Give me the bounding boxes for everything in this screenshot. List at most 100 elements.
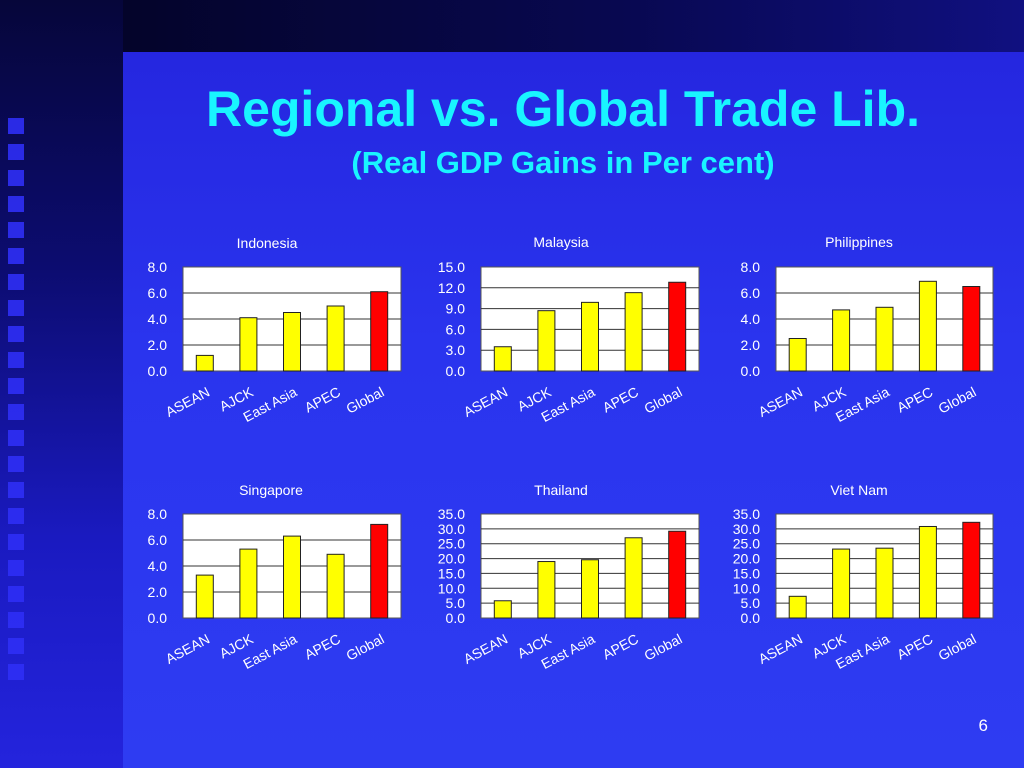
y-tick-label: 30.0: [733, 521, 760, 537]
bar: [788, 595, 807, 619]
chart-title: Viet Nam: [830, 482, 887, 498]
x-category-label: APEC: [894, 384, 935, 416]
bar: [668, 530, 687, 619]
y-tick-label: 4.0: [148, 311, 168, 327]
bar: [326, 553, 345, 619]
y-tick-label: 8.0: [741, 259, 761, 275]
decorative-square: [8, 638, 24, 654]
y-tick-label: 30.0: [438, 521, 465, 537]
decorative-square: [8, 378, 24, 394]
x-category-label: APEC: [302, 631, 343, 663]
bar: [493, 346, 512, 372]
decorative-square: [8, 456, 24, 472]
bar: [195, 354, 214, 372]
decorative-square: [8, 430, 24, 446]
left-decorative-band: [0, 0, 123, 768]
y-tick-label: 35.0: [733, 506, 760, 522]
y-tick-label: 6.0: [446, 321, 466, 337]
page-number: 6: [978, 716, 988, 735]
decorative-square: [8, 222, 24, 238]
x-category-label: ASEAN: [756, 384, 805, 420]
bar: [239, 548, 258, 619]
bar: [668, 281, 687, 372]
decorative-square: [8, 560, 24, 576]
bar: [962, 521, 981, 619]
bar: [239, 317, 258, 372]
decorative-square: [8, 326, 24, 342]
bar: [875, 547, 894, 619]
bar: [962, 286, 981, 372]
decorative-square: [8, 352, 24, 368]
x-category-label: ASEAN: [756, 631, 805, 667]
y-tick-label: 2.0: [741, 337, 761, 353]
decorative-square: [8, 144, 24, 160]
y-tick-label: 6.0: [148, 532, 168, 548]
x-category-label: Global: [935, 631, 978, 664]
x-category-label: APEC: [600, 631, 641, 663]
y-tick-label: 2.0: [148, 584, 168, 600]
decorative-square: [8, 482, 24, 498]
y-tick-label: 0.0: [741, 610, 761, 626]
y-tick-label: 0.0: [148, 363, 168, 379]
x-category-label: APEC: [600, 384, 641, 416]
y-tick-label: 9.0: [446, 301, 466, 317]
chart-title: Singapore: [239, 482, 303, 498]
y-tick-label: 5.0: [446, 595, 466, 611]
chart-title: Indonesia: [237, 235, 298, 251]
x-category-label: APEC: [894, 631, 935, 663]
y-tick-label: 8.0: [148, 259, 168, 275]
y-tick-label: 0.0: [446, 610, 466, 626]
y-tick-label: 10.0: [438, 580, 465, 596]
y-tick-label: 4.0: [148, 558, 168, 574]
decorative-square: [8, 586, 24, 602]
slide-title: Regional vs. Global Trade Lib.: [205, 81, 921, 137]
y-tick-label: 15.0: [438, 259, 465, 275]
decorative-square: [8, 534, 24, 550]
bar: [788, 338, 807, 372]
decorative-square: [8, 404, 24, 420]
bar: [918, 525, 937, 619]
y-tick-label: 3.0: [446, 342, 466, 358]
bar: [918, 280, 937, 372]
y-tick-label: 15.0: [438, 565, 465, 581]
x-category-label: ASEAN: [163, 384, 212, 420]
bar: [537, 310, 556, 372]
y-tick-label: 0.0: [148, 610, 168, 626]
chart-panel: Viet Nam 0.05.010.015.020.025.030.035.0 AS…: [733, 482, 994, 672]
y-tick-label: 20.0: [438, 551, 465, 567]
bar: [624, 537, 643, 619]
y-tick-label: 25.0: [438, 536, 465, 552]
decorative-square: [8, 118, 24, 134]
decorative-square: [8, 508, 24, 524]
bar: [283, 312, 301, 372]
y-tick-label: 35.0: [438, 506, 465, 522]
x-category-label: Global: [343, 384, 386, 417]
decorative-square: [8, 196, 24, 212]
chart-title: Philippines: [825, 234, 893, 250]
y-tick-label: 8.0: [148, 506, 168, 522]
bar: [875, 306, 894, 372]
decorative-squares: [8, 118, 26, 690]
bar: [195, 574, 214, 619]
decorative-square: [8, 170, 24, 186]
decorative-square: [8, 248, 24, 264]
x-category-label: ASEAN: [461, 384, 510, 420]
x-category-label: Global: [641, 384, 684, 417]
y-tick-label: 5.0: [741, 595, 761, 611]
x-category-label: Global: [935, 384, 978, 417]
x-category-label: APEC: [302, 384, 343, 416]
bar: [832, 309, 851, 372]
chart-title: Malaysia: [533, 234, 588, 250]
chart-title: Thailand: [534, 482, 588, 498]
y-tick-label: 25.0: [733, 536, 760, 552]
top-decorative-band: [123, 0, 1024, 52]
bar: [581, 559, 599, 619]
y-tick-label: 10.0: [733, 580, 760, 596]
decorative-square: [8, 300, 24, 316]
chart-panel: Thailand 0.05.010.015.020.025.030.035.0 AS…: [438, 482, 700, 672]
x-category-label: Global: [343, 631, 386, 664]
